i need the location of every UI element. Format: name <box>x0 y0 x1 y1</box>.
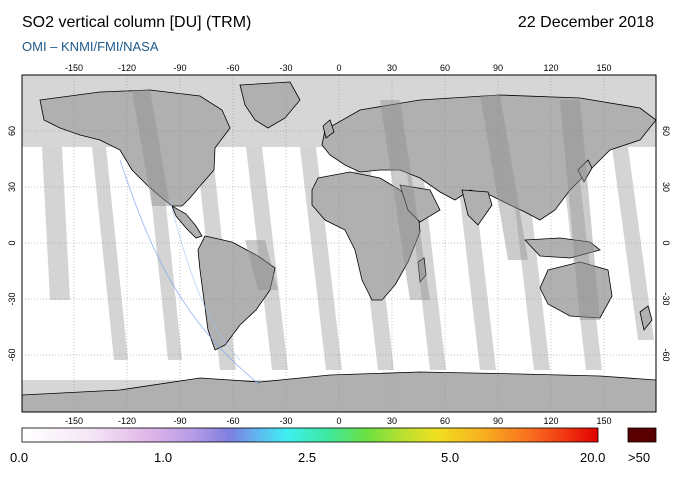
lat-tick: -60 <box>7 348 17 361</box>
so2-trace-2 <box>169 199 241 361</box>
lat-tick: -60 <box>661 348 671 361</box>
lat-tick: 30 <box>661 182 671 192</box>
colorbar-overflow-label: >50 <box>628 450 651 465</box>
south-america <box>197 235 276 351</box>
madagascar <box>417 257 427 283</box>
colorbar-label: 1.0 <box>154 450 173 465</box>
so2-trace <box>119 159 261 386</box>
lon-ticks-top: -150 -120 -90 -60 -30 0 30 60 90 120 150 <box>65 63 612 73</box>
japan <box>577 159 593 183</box>
greenland <box>239 81 301 129</box>
lon-tick: 150 <box>596 63 611 73</box>
lon-tick: -150 <box>65 416 83 426</box>
land-swaths <box>132 90 600 320</box>
lat-ticks-right: 60 30 0 -30 -60 <box>661 126 671 362</box>
colorbar-label: 2.5 <box>298 450 317 465</box>
lon-tick: 30 <box>387 63 397 73</box>
arabia <box>399 184 441 223</box>
indonesia <box>524 237 601 259</box>
lon-tick: 120 <box>543 63 558 73</box>
lon-tick: 60 <box>440 416 450 426</box>
lat-tick: 0 <box>7 240 17 245</box>
lon-tick: -150 <box>65 63 83 73</box>
lon-tick: 150 <box>596 416 611 426</box>
lat-ticks-left: 60 30 0 -30 -60 <box>7 126 17 362</box>
eurasia <box>321 94 656 221</box>
north-america <box>39 89 231 207</box>
lon-tick: -60 <box>226 416 239 426</box>
lat-tick: -30 <box>661 292 671 305</box>
lon-tick: 0 <box>336 63 341 73</box>
british-isles <box>322 119 335 139</box>
lat-tick: -30 <box>7 292 17 305</box>
map-date: 22 December 2018 <box>517 14 654 31</box>
antarctica <box>22 371 656 412</box>
lon-tick: -30 <box>279 416 292 426</box>
lon-tick: 90 <box>493 63 503 73</box>
colorbar-label: 0.0 <box>10 450 29 465</box>
map-subtitle: OMI – KNMI/FMI/NASA <box>22 39 159 54</box>
graticule <box>22 75 656 412</box>
colorbar-overflow <box>627 427 657 443</box>
lon-tick: 60 <box>440 63 450 73</box>
central-america <box>171 205 203 239</box>
colorbar <box>21 427 599 443</box>
lon-tick: -90 <box>173 63 186 73</box>
lon-tick: -120 <box>118 416 136 426</box>
map-title: SO2 vertical column [DU] (TRM) <box>22 14 252 31</box>
india <box>461 189 493 226</box>
land-masses <box>22 81 656 412</box>
australia <box>539 261 613 319</box>
lon-tick: 30 <box>387 416 397 426</box>
lat-tick: 60 <box>661 126 671 136</box>
lat-tick: 30 <box>7 182 17 192</box>
map-frame <box>21 74 657 413</box>
lon-tick: -60 <box>226 63 239 73</box>
new-zealand <box>639 305 653 331</box>
colorbar-label: 20.0 <box>580 450 606 465</box>
swath-gaps <box>42 147 654 370</box>
lon-tick: 90 <box>493 416 503 426</box>
lat-tick: 60 <box>7 126 17 136</box>
lon-tick: -120 <box>118 63 136 73</box>
lon-tick: -90 <box>173 416 186 426</box>
lon-tick: 0 <box>336 416 341 426</box>
lon-tick: -30 <box>279 63 292 73</box>
lon-ticks-bottom: -150 -120 -90 -60 -30 0 30 60 90 120 150 <box>65 416 612 426</box>
colorbar-label: 5.0 <box>441 450 460 465</box>
lat-tick: 0 <box>661 240 671 245</box>
lon-tick: 120 <box>543 416 558 426</box>
